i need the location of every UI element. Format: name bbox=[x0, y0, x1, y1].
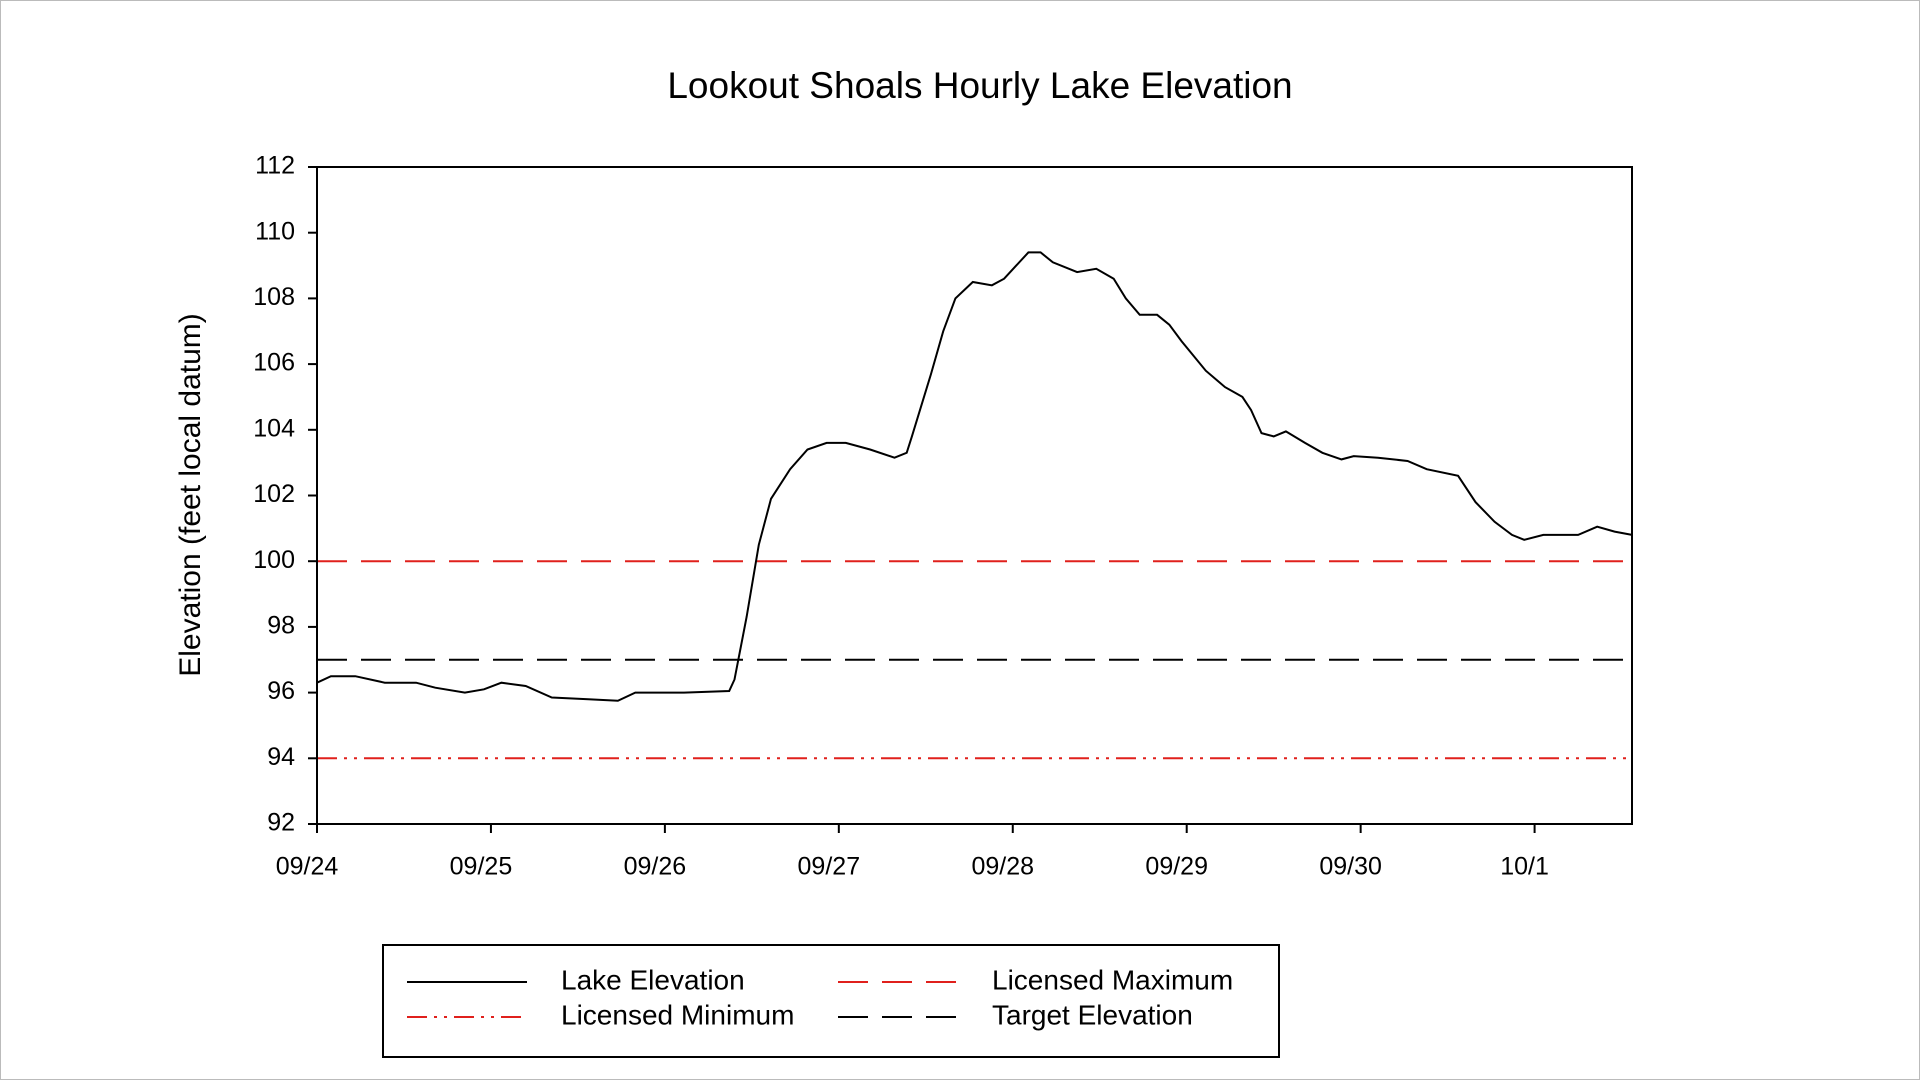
y-tick-label: 104 bbox=[253, 414, 295, 442]
y-tick-label: 94 bbox=[267, 743, 295, 771]
x-tick-label: 09/27 bbox=[798, 853, 861, 881]
y-tick-label: 102 bbox=[253, 480, 295, 508]
x-tick-label: 10/1 bbox=[1500, 853, 1549, 881]
legend-label: Licensed Maximum bbox=[992, 964, 1233, 995]
y-tick-label: 108 bbox=[253, 283, 295, 311]
data-line bbox=[316, 251, 1633, 702]
legend-label: Lake Elevation bbox=[561, 964, 745, 995]
y-axis-label: Elevation (feet local datum) bbox=[174, 313, 207, 677]
y-tick-label: 98 bbox=[267, 612, 295, 640]
legend-box bbox=[382, 944, 1280, 1058]
x-tick-label: 09/25 bbox=[450, 853, 513, 881]
x-tick-label: 09/24 bbox=[276, 853, 339, 881]
x-tick-label: 09/28 bbox=[971, 853, 1034, 881]
y-tick-label: 110 bbox=[255, 217, 295, 245]
y-tick-label: 96 bbox=[267, 677, 295, 705]
x-tick-label: 09/26 bbox=[624, 853, 687, 881]
y-tick-label: 100 bbox=[253, 546, 295, 574]
plot-frame bbox=[316, 166, 1633, 825]
y-tick-label: 106 bbox=[253, 349, 295, 377]
legend-label: Licensed Minimum bbox=[561, 999, 794, 1030]
legend-label: Target Elevation bbox=[992, 999, 1193, 1030]
x-tick-label: 09/29 bbox=[1145, 853, 1208, 881]
chart-title: Lookout Shoals Hourly Lake Elevation bbox=[667, 65, 1292, 106]
y-tick-label: 92 bbox=[267, 809, 295, 837]
x-tick-label: 09/30 bbox=[1319, 853, 1382, 881]
y-tick-label: 112 bbox=[255, 152, 295, 180]
